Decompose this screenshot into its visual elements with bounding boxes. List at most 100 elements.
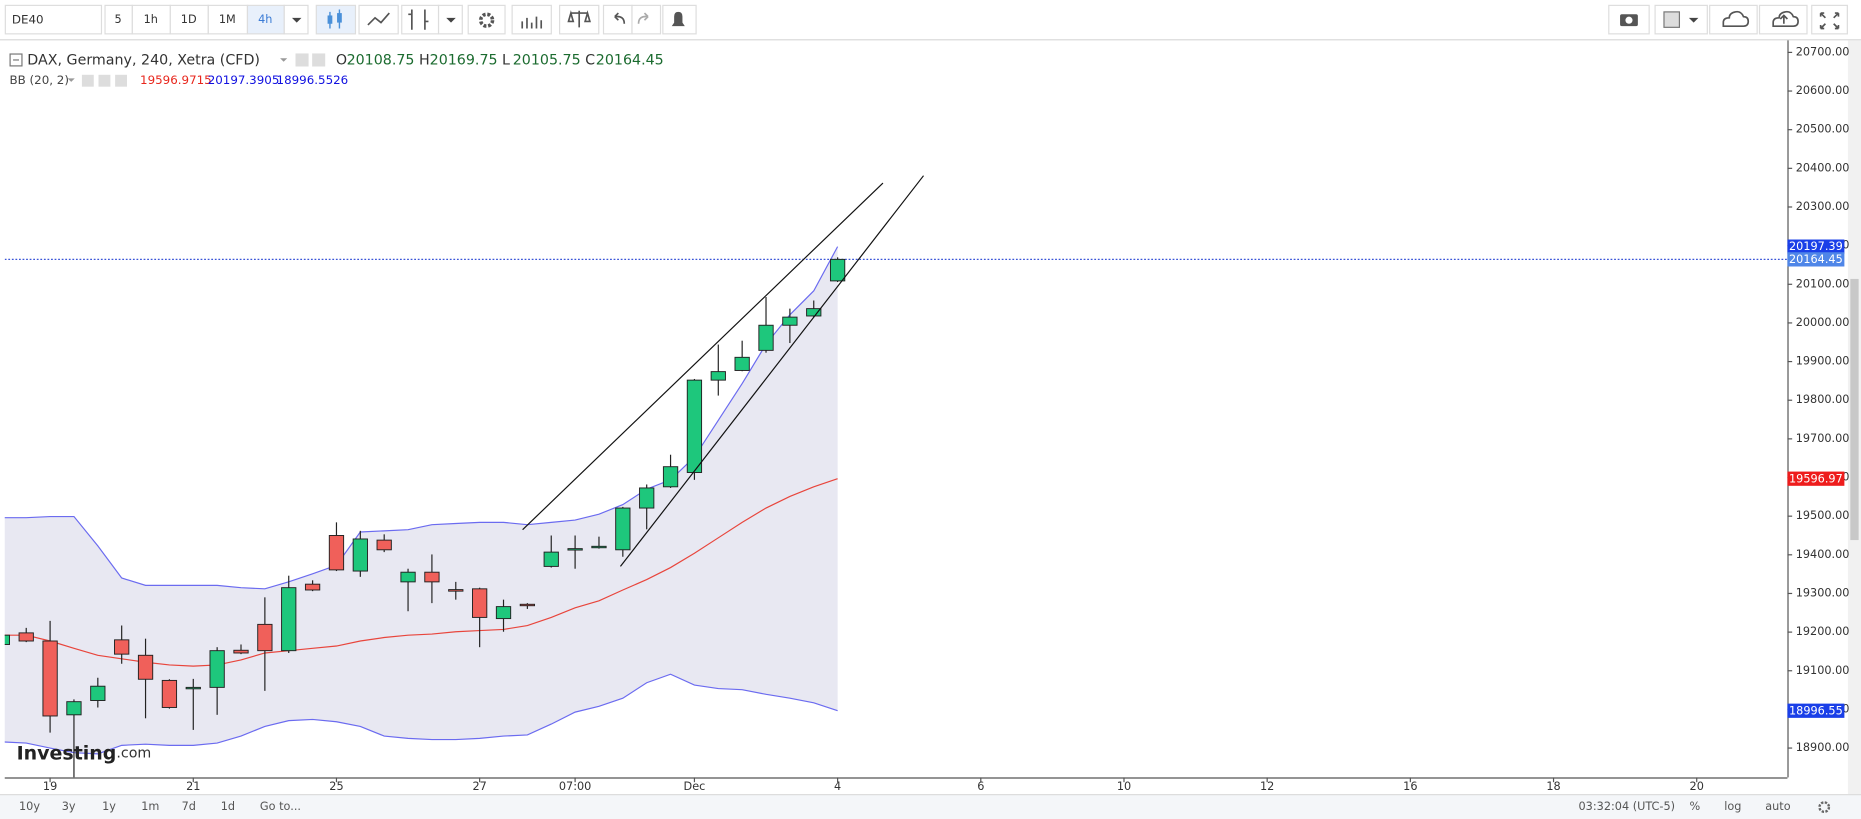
- y-tick-label: 19700.00: [1796, 432, 1850, 445]
- candle-body: [209, 650, 225, 688]
- candle-body: [137, 654, 154, 680]
- scrollbar-thumb[interactable]: [1850, 278, 1859, 541]
- scale-option[interactable]: auto: [1765, 800, 1790, 813]
- caret: [446, 17, 456, 23]
- y-tick-label: 19200.00: [1796, 625, 1850, 638]
- range-button[interactable]: 1y: [102, 800, 116, 813]
- interval-label[interactable]: 1M: [219, 13, 236, 26]
- x-tick-label: 18: [1546, 780, 1560, 793]
- candles-button[interactable]: [315, 4, 357, 35]
- eye-icon[interactable]: [295, 53, 309, 67]
- indicator-value: 19596.9715: [140, 73, 212, 87]
- bell-icon: [671, 11, 685, 27]
- y-tick-label: 19800.00: [1796, 393, 1850, 406]
- redo-button[interactable]: [631, 4, 662, 35]
- load-button[interactable]: [1709, 4, 1758, 35]
- ohlc-value: 20169.75: [430, 53, 498, 69]
- candle-body: [400, 571, 416, 583]
- interval-button[interactable]: [246, 4, 285, 35]
- candle-body: [66, 701, 82, 716]
- candle-body: [424, 571, 440, 583]
- goto[interactable]: Go to...: [260, 800, 301, 813]
- studies-button[interactable]: [511, 4, 552, 35]
- interval-label[interactable]: 1D: [181, 13, 197, 26]
- candle-body: [352, 538, 368, 572]
- gear-icon: [478, 12, 495, 28]
- line-button[interactable]: [358, 4, 399, 35]
- x-tick-label: 07:00: [559, 780, 591, 793]
- price-badge-label: 18996.55: [1789, 704, 1843, 717]
- range-button[interactable]: 1d: [221, 800, 235, 813]
- settings-icon[interactable]: [312, 53, 326, 67]
- candle-body: [472, 588, 488, 618]
- indicator-value: 20197.3905: [208, 73, 280, 87]
- candle-body: [734, 356, 750, 371]
- indicators-button[interactable]: [401, 4, 440, 35]
- watermark-brand: Investing: [17, 742, 117, 764]
- candle-body: [257, 623, 273, 652]
- band-lower: [4, 673, 838, 755]
- scale-option[interactable]: log: [1724, 800, 1741, 813]
- band-fill: [4, 246, 838, 754]
- ohlc-prefix: L: [502, 53, 510, 69]
- toolbar-icons: [283, 4, 1848, 35]
- settings-icon[interactable]: [98, 74, 111, 87]
- price-badge-label: 20164.45: [1789, 253, 1843, 266]
- layout-icon: [1663, 11, 1681, 28]
- y-tick-label: 20100.00: [1796, 277, 1850, 290]
- indicator-name: BB (20, 2): [9, 73, 68, 87]
- layout-button[interactable]: [1654, 4, 1708, 35]
- y-tick-label: 18900.00: [1796, 741, 1850, 754]
- range-button[interactable]: 7d: [182, 800, 196, 813]
- settings-button[interactable]: [467, 4, 506, 35]
- interval-button[interactable]: [169, 4, 209, 35]
- redo-icon: [637, 12, 649, 24]
- x-tick-label: 6: [977, 780, 984, 793]
- caret: [291, 17, 302, 23]
- caret: [1688, 17, 1699, 23]
- candle-body: [806, 308, 822, 317]
- candle-body: [615, 507, 631, 551]
- trendline: [619, 175, 924, 567]
- ohlc-prefix: C: [585, 53, 595, 69]
- candle-body: [710, 371, 726, 381]
- symbol-input[interactable]: [4, 4, 103, 35]
- candle-body: [281, 587, 297, 652]
- interval-button[interactable]: [104, 4, 133, 35]
- y-tick-label: 19500.00: [1796, 509, 1850, 522]
- candle-body: [4, 634, 10, 645]
- candle-body: [782, 316, 798, 326]
- cloud-down-icon: [1722, 10, 1750, 27]
- collapse-icon[interactable]: [9, 53, 23, 67]
- candle-body: [448, 589, 464, 592]
- x-tick-label: 12: [1260, 780, 1274, 793]
- ohlc-prefix: O: [336, 53, 347, 69]
- remove-icon[interactable]: [115, 74, 127, 87]
- eye-icon[interactable]: [81, 74, 94, 87]
- x-tick-label: 19: [43, 780, 57, 793]
- scale-icon: [567, 10, 591, 28]
- interval-button[interactable]: [131, 4, 171, 35]
- interval-button[interactable]: [207, 4, 249, 35]
- candle-body: [233, 649, 249, 654]
- settings-gear[interactable]: [1818, 801, 1831, 814]
- interval-label[interactable]: 4h: [258, 13, 272, 26]
- candle-body: [567, 548, 583, 551]
- interval-label[interactable]: 5: [115, 13, 122, 26]
- watermark: Investing.com: [17, 742, 152, 764]
- caret: [67, 78, 75, 82]
- range-button[interactable]: 1m: [141, 800, 159, 813]
- scale-option[interactable]: %: [1689, 800, 1700, 813]
- axes: 18900.0019000.0019100.0019200.0019300.00…: [43, 45, 1850, 793]
- interval-label[interactable]: 1h: [144, 13, 158, 26]
- candle-body: [543, 551, 559, 567]
- x-tick-label: Dec: [684, 780, 706, 793]
- instrument-title: DAX, Germany, 240, Xetra (CFD): [27, 53, 260, 69]
- y-tick-label: 20500.00: [1796, 123, 1850, 136]
- range-button[interactable]: 10y: [19, 800, 40, 813]
- y-tick-label: 20700.00: [1796, 45, 1850, 58]
- range-button[interactable]: 3y: [62, 800, 76, 813]
- fullscreen-button[interactable]: [1811, 4, 1848, 35]
